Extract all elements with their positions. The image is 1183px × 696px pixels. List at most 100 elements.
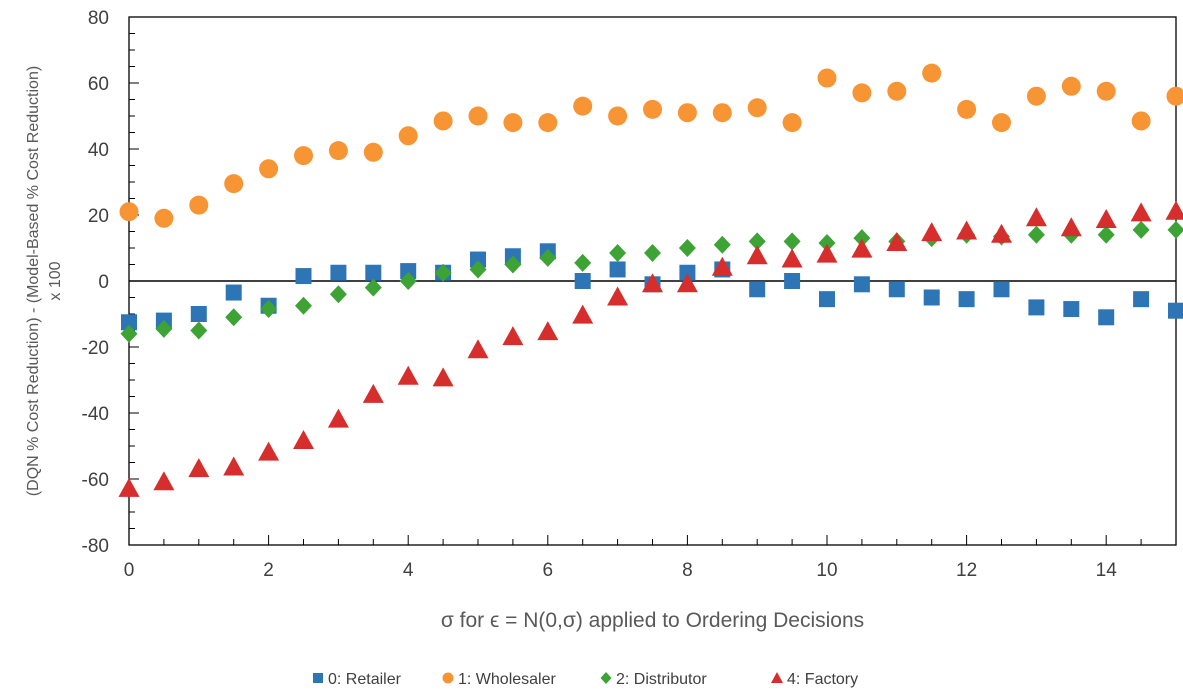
data-point [749,281,766,298]
legend-item: 0: Retailer [313,671,402,688]
x-tick-label: 8 [682,560,693,581]
data-point [711,256,733,276]
data-point [1096,81,1116,101]
data-point [365,264,382,281]
y-tick-label: 0 [98,272,109,293]
y-tick-label: -40 [82,404,109,425]
y-axis-title: (DQN % Cost Reduction) - (Model-Based % … [25,66,42,496]
data-point [747,98,767,118]
data-point [504,255,522,274]
y-tick-label: -20 [82,338,109,359]
data-point [1028,299,1045,316]
data-point [434,263,452,282]
legend-item: 4: Factory [771,671,858,688]
y-tick-label: 80 [88,8,109,29]
legend-item: 2: Distributor [600,671,707,688]
x-tick-label: 10 [816,560,837,581]
data-point [607,286,629,306]
data-point [677,103,697,123]
data-point [993,281,1010,298]
data-point [223,456,245,476]
data-point [923,289,940,306]
y-tick-label: -60 [82,470,109,491]
data-point [363,142,383,162]
data-point [120,324,138,343]
legend-label: 1: Wholesaler [458,671,556,688]
data-point [190,321,208,340]
data-point [609,243,627,262]
data-point [260,300,278,319]
legend-item: 1: Wholesaler [442,671,556,688]
data-point [1026,86,1046,106]
data-point [155,319,173,338]
data-point [957,99,977,119]
data-point [293,430,314,450]
data-point [1166,86,1183,106]
legend-circle-marker [442,672,454,684]
data-point [295,296,312,315]
data-point [537,321,559,341]
data-point [469,260,487,279]
data-point [329,285,347,304]
data-point [644,243,661,262]
data-point [782,113,802,133]
data-point [643,99,662,119]
x-tick-label: 14 [1096,560,1118,581]
data-point [572,304,594,324]
tick-labels: 0 2 4 6 8 10 12 14 80 60 40 20 0 -20 -40 -60 -80 [82,8,1118,581]
data-point [1025,207,1047,227]
legend-label: 0: Retailer [328,671,402,688]
data-point [1167,220,1183,239]
data-point [330,264,347,281]
data-point [922,63,942,83]
data-point [327,408,349,428]
data-point [539,248,557,267]
x-tick-label: 4 [403,560,414,581]
data-point [1130,202,1152,222]
legend-diamond-marker [600,672,612,684]
data-point [364,278,382,297]
data-point [956,220,978,240]
data-point [470,251,486,268]
x-axis-title: σ for ϵ = N(0,σ) applied to Ordering Dec… [441,609,864,632]
data-point [748,232,766,251]
data-point [399,272,417,290]
y-tick-label: 20 [88,206,109,227]
series-circle [119,63,1183,228]
data-point [1165,200,1183,220]
y-tick-label: -80 [82,536,109,557]
x-tick-label: 2 [263,560,274,581]
legend-triangle-marker [771,672,783,683]
data-series [118,63,1183,497]
data-point [573,96,593,116]
data-point [608,106,628,126]
data-point [1098,309,1115,326]
data-point [468,106,488,126]
data-point [397,365,419,385]
data-point [853,276,870,293]
data-point [817,68,837,88]
data-point [432,367,454,387]
y-axis-title-line2: x 100 [47,261,64,300]
x-tick-label: 6 [543,560,554,581]
data-point [467,339,489,359]
data-point [295,268,312,285]
data-point [259,159,279,179]
data-point [362,383,384,403]
legend-square-marker [313,673,323,683]
data-point [574,253,592,272]
data-point [712,103,732,123]
data-point [746,245,768,265]
data-point [121,314,137,331]
data-point [538,113,558,133]
data-point [1131,111,1151,131]
data-point [1061,76,1081,96]
data-point [189,195,209,215]
data-point [713,235,731,254]
data-point [154,208,174,228]
data-point [294,146,313,166]
data-point [819,291,835,308]
data-point [886,232,908,252]
data-point [1027,225,1045,244]
y-tick-label: 40 [88,140,109,161]
